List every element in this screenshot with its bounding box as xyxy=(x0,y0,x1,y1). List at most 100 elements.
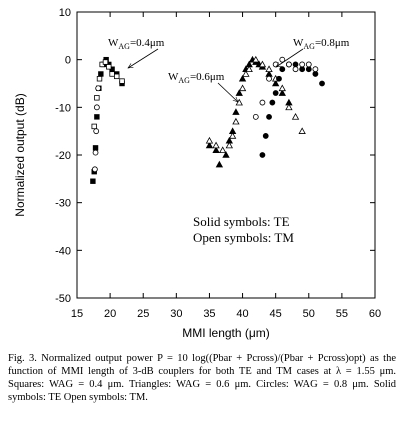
y-axis-label: Normalized output (dB) xyxy=(13,93,27,216)
circle-marker xyxy=(93,128,100,135)
note: Open symbols: TM xyxy=(193,230,294,245)
triangle-marker xyxy=(252,55,260,63)
circle-marker xyxy=(262,133,269,139)
square-marker xyxy=(114,73,120,80)
triangle-marker xyxy=(235,89,243,96)
triangle-marker xyxy=(228,132,237,139)
x-tick-label: 50 xyxy=(303,308,315,320)
square-marker xyxy=(96,76,103,82)
square-marker xyxy=(94,95,100,101)
circle-marker xyxy=(312,66,319,73)
triangle-marker xyxy=(278,89,286,96)
note: Solid symbols: TE xyxy=(193,214,290,229)
triangle-marker xyxy=(238,84,247,92)
triangle-marker xyxy=(265,65,273,72)
triangle-marker xyxy=(235,98,243,106)
x-tick-label: 40 xyxy=(236,308,248,320)
annotation: WAG=0.4μm xyxy=(108,37,165,51)
circle-marker xyxy=(91,166,98,173)
y-tick-label: -40 xyxy=(55,245,71,257)
triangle-marker xyxy=(298,127,306,134)
square-marker xyxy=(90,178,96,184)
figure-caption: Fig. 3. Normalized output power P = 10 l… xyxy=(8,353,396,403)
x-tick-label: 55 xyxy=(336,308,348,320)
y-tick-label: -20 xyxy=(55,150,71,162)
triangle-marker xyxy=(258,60,267,68)
annotation: WAG=0.8μm xyxy=(293,37,350,51)
annotation: WAG=0.6μm xyxy=(168,71,225,85)
x-tick-label: 20 xyxy=(104,308,116,320)
y-tick-label: 10 xyxy=(59,7,71,19)
circle-marker xyxy=(269,99,276,106)
triangle-marker xyxy=(271,79,280,87)
circle-marker xyxy=(252,113,259,120)
annotation-text: W xyxy=(108,37,119,49)
triangle-marker xyxy=(212,146,220,154)
triangle-marker xyxy=(212,141,220,149)
x-tick-label: 25 xyxy=(137,308,149,320)
triangle-marker xyxy=(285,103,293,111)
square-marker xyxy=(119,78,125,84)
triangle-marker xyxy=(219,146,227,154)
circle-marker xyxy=(279,66,286,73)
triangle-marker xyxy=(205,141,214,149)
circle-marker xyxy=(272,90,279,96)
circle-marker xyxy=(319,80,325,87)
annotation-text: W xyxy=(168,71,179,83)
annotation-sub: AG xyxy=(178,76,190,85)
triangle-marker xyxy=(225,141,233,149)
circle-marker xyxy=(292,61,299,68)
square-marker xyxy=(109,71,115,77)
square-marker xyxy=(98,71,104,77)
y-tick-label: -50 xyxy=(55,293,71,305)
square-marker xyxy=(102,59,109,65)
y-tick-label: -30 xyxy=(55,198,71,210)
chart: MMI length (μm) Normalized output (dB) S… xyxy=(13,7,381,340)
x-tick-label: 60 xyxy=(369,308,381,320)
circle-marker xyxy=(305,66,312,73)
x-axis-label: MMI length (μm) xyxy=(182,326,270,340)
triangle-marker xyxy=(232,108,240,115)
x-tick-label: 35 xyxy=(203,308,215,320)
annotation-tail: =0.6μm xyxy=(190,71,225,83)
square-marker xyxy=(94,114,100,120)
circle-marker xyxy=(292,66,299,73)
triangle-marker xyxy=(238,74,247,82)
circle-marker xyxy=(276,75,282,82)
square-marker xyxy=(91,123,97,130)
triangle-marker xyxy=(245,65,253,72)
circle-marker xyxy=(266,113,272,120)
annotation-arrow xyxy=(276,48,304,67)
circle-marker xyxy=(259,152,266,158)
annotation-tail: =0.8μm xyxy=(315,37,350,49)
circle-marker xyxy=(259,99,266,106)
circle-marker xyxy=(92,149,99,156)
circle-marker xyxy=(279,56,286,63)
x-tick-label: 15 xyxy=(71,308,83,320)
circle-marker xyxy=(93,104,100,111)
circle-marker xyxy=(305,61,312,68)
square-marker xyxy=(92,145,99,151)
triangle-marker xyxy=(291,113,300,120)
square-marker xyxy=(106,64,112,70)
annotation-tail: =0.4μm xyxy=(130,37,165,49)
circle-marker xyxy=(312,71,319,77)
annotation-sub: AG xyxy=(118,42,130,51)
circle-marker xyxy=(299,66,306,73)
circle-marker xyxy=(95,85,102,92)
triangle-marker xyxy=(232,117,240,125)
triangle-marker xyxy=(278,84,286,92)
circle-marker xyxy=(286,61,292,68)
x-tick-label: 45 xyxy=(270,308,282,320)
y-tick-label: -10 xyxy=(55,102,71,114)
x-tick-label: 30 xyxy=(170,308,182,320)
annotation-text: W xyxy=(293,37,304,49)
triangle-marker xyxy=(242,70,250,77)
annotation-arrow xyxy=(217,82,238,102)
circle-marker xyxy=(266,75,272,82)
circle-marker xyxy=(299,61,306,68)
triangle-marker xyxy=(222,151,230,158)
triangle-marker xyxy=(215,160,224,168)
annotation-arrow xyxy=(128,48,159,68)
